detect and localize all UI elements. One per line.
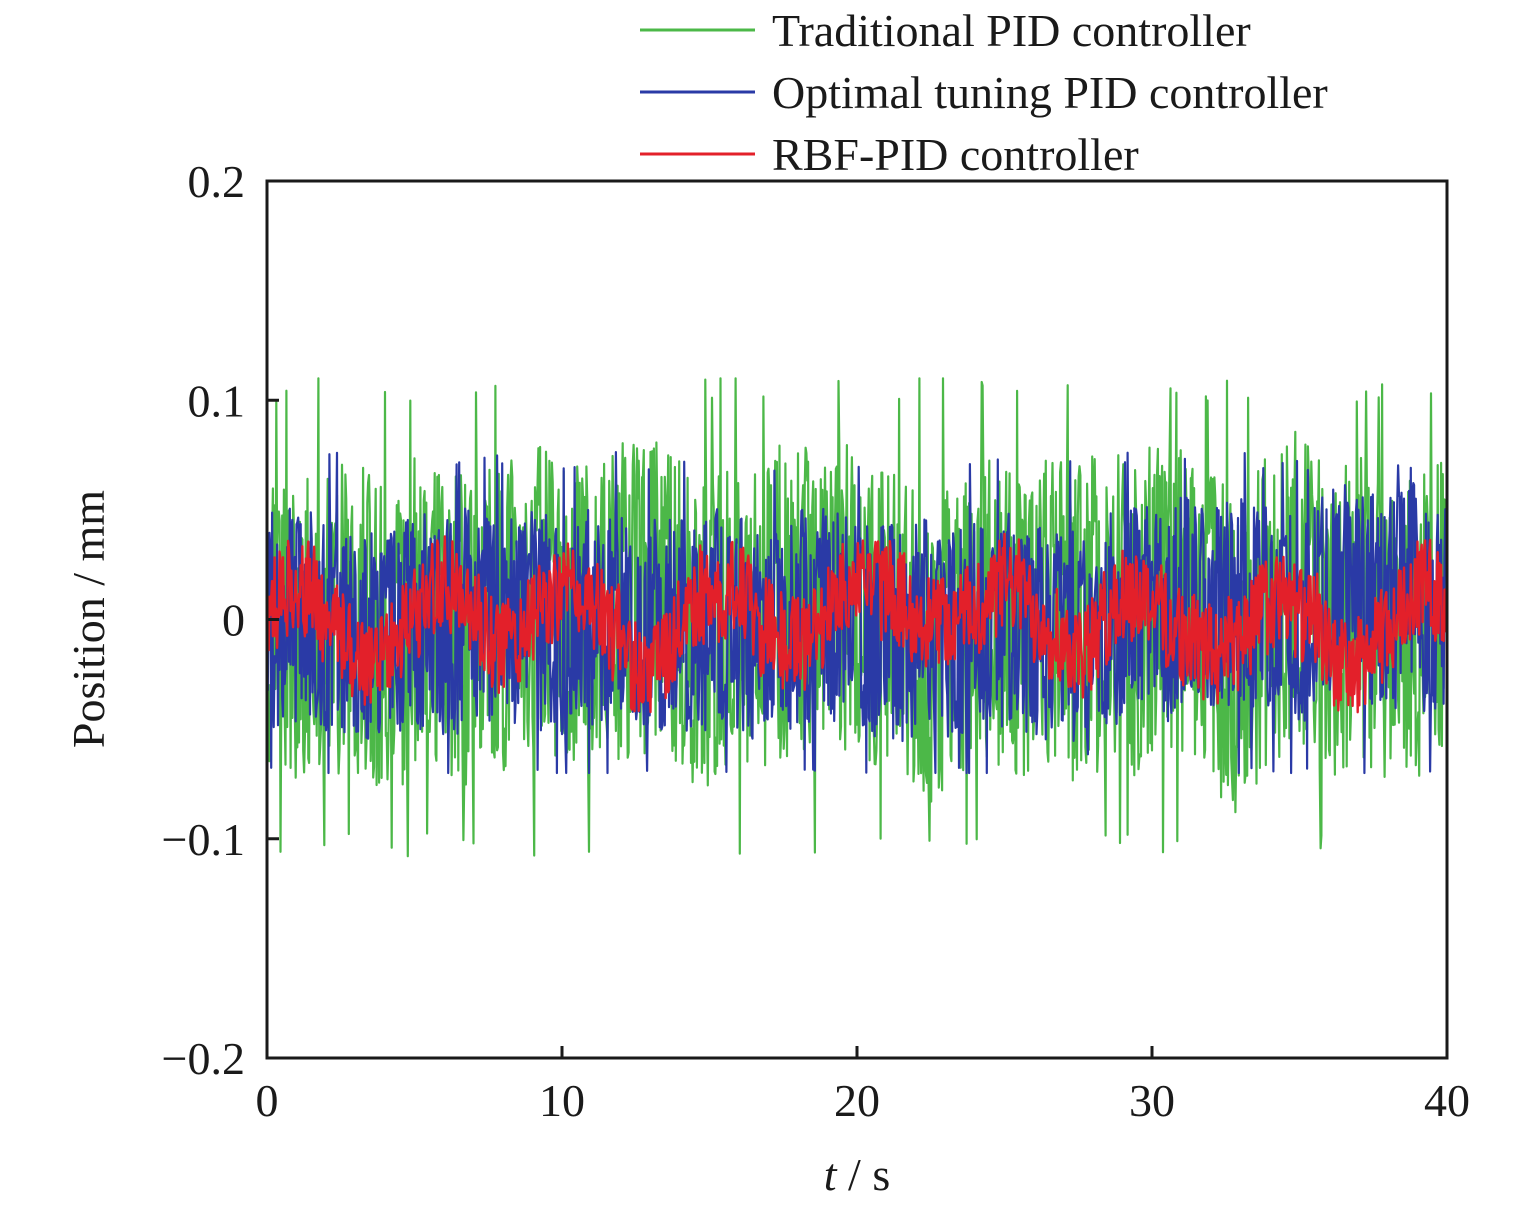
y-tick-label: 0 xyxy=(222,595,245,646)
y-ticks: 0.2 0.1 0 −0.1 −0.2 xyxy=(162,156,279,1084)
legend: Traditional PID controller Optimal tunin… xyxy=(640,5,1328,180)
y-tick-label: −0.1 xyxy=(162,814,245,865)
series-line-rbf-pid xyxy=(268,532,1447,714)
x-tick-label: 10 xyxy=(539,1075,585,1126)
series-layer xyxy=(268,377,1447,858)
y-axis-label: Position / mm xyxy=(63,490,114,748)
y-tick-label: 0.2 xyxy=(188,156,246,207)
x-tick-label: 40 xyxy=(1424,1075,1470,1126)
x-tick-label: 20 xyxy=(834,1075,880,1126)
x-ticks: 0 10 20 30 40 xyxy=(256,1046,1470,1126)
x-axis-label: t / s xyxy=(824,1149,890,1200)
y-tick-label: −0.2 xyxy=(162,1033,245,1084)
legend-label-rbf: RBF-PID controller xyxy=(772,129,1139,180)
y-tick-label: 0.1 xyxy=(188,375,246,426)
x-tick-label: 0 xyxy=(256,1075,279,1126)
x-tick-label: 30 xyxy=(1129,1075,1175,1126)
legend-label-optimal: Optimal tuning PID controller xyxy=(772,67,1328,118)
legend-label-traditional: Traditional PID controller xyxy=(772,5,1251,56)
